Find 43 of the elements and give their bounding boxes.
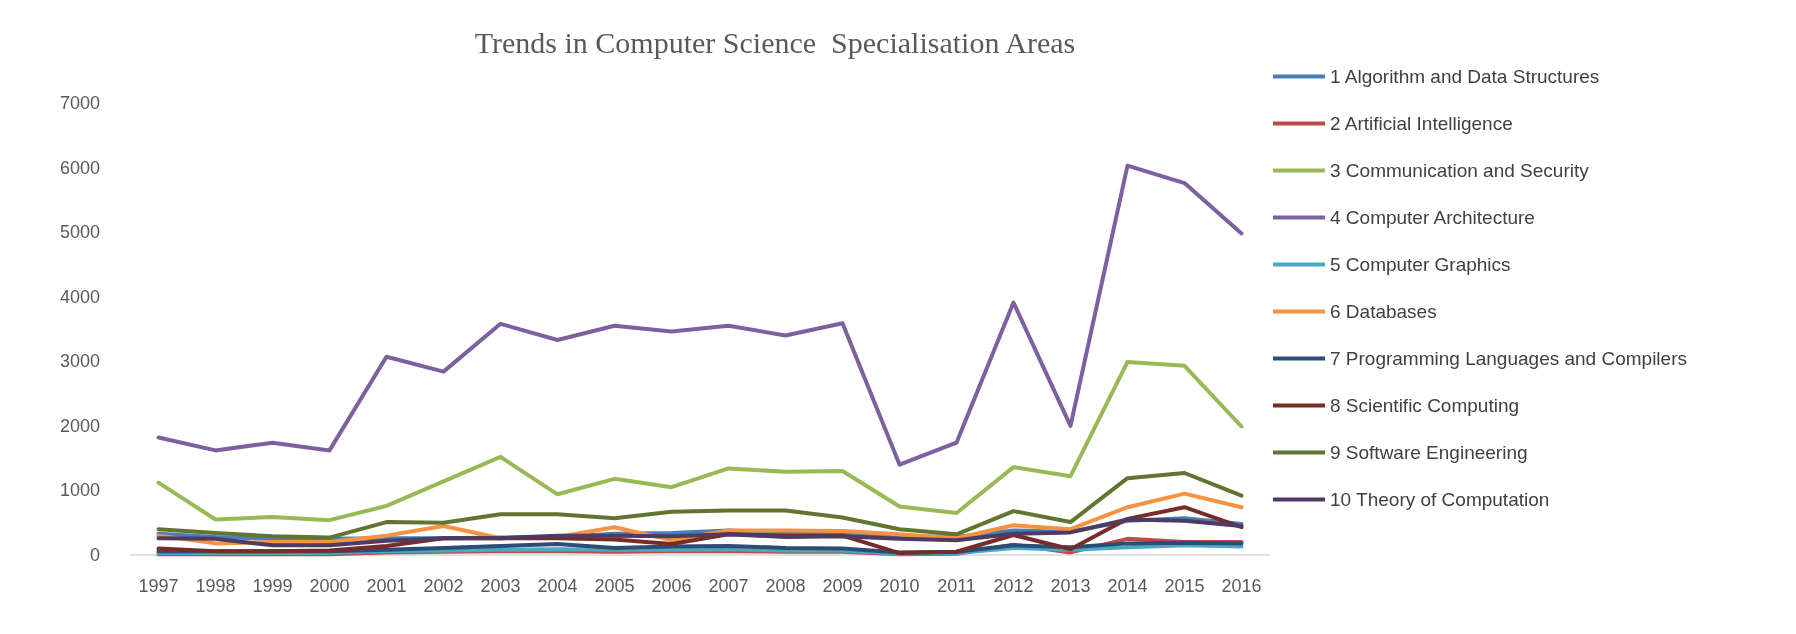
x-tick-label: 2014 <box>1107 576 1148 596</box>
x-tick-label: 2007 <box>708 576 749 596</box>
x-tick-label: 2016 <box>1221 576 1262 596</box>
legend-label: 6 Databases <box>1330 301 1437 322</box>
y-tick-label: 6000 <box>59 157 100 178</box>
y-tick-label: 7000 <box>59 93 100 113</box>
legend-label: 9 Software Engineering <box>1330 442 1528 463</box>
x-tick-label: 1999 <box>252 576 293 596</box>
legend-label: 3 Communication and Security <box>1330 160 1590 181</box>
legend-label: 10 Theory of Computation <box>1330 489 1550 510</box>
legend-label: 4 Computer Architecture <box>1330 207 1535 228</box>
x-tick-label: 2003 <box>480 576 521 596</box>
y-tick-label: 1000 <box>59 480 100 501</box>
legend-label: 7 Programming Languages and Compilers <box>1330 348 1687 369</box>
x-tick-label: 2002 <box>423 576 464 596</box>
x-tick-label: 1997 <box>138 576 179 596</box>
x-tick-label: 2015 <box>1164 576 1205 596</box>
x-tick-label: 2010 <box>879 576 920 596</box>
x-tick-label: 2000 <box>309 576 350 596</box>
legend-label: 2 Artificial Intelligence <box>1330 113 1513 134</box>
line-series <box>156 163 1244 467</box>
x-tick-label: 2008 <box>765 576 806 596</box>
legend-label: 5 Computer Graphics <box>1330 254 1511 275</box>
x-tick-label: 2009 <box>822 576 863 596</box>
y-tick-label: 0 <box>89 545 100 565</box>
y-tick-label: 3000 <box>59 351 100 372</box>
x-tick-label: 2006 <box>651 576 692 596</box>
legend-label: 1 Algorithm and Data Structures <box>1330 66 1600 87</box>
y-tick-label: 4000 <box>59 286 100 307</box>
y-tick-label: 5000 <box>59 222 100 243</box>
x-tick-label: 2011 <box>937 576 976 596</box>
y-tick-label: 2000 <box>59 415 100 436</box>
x-tick-label: 2012 <box>993 576 1034 596</box>
line-series <box>156 470 1244 540</box>
chart-title: Trends in Computer Science Specialisation Areas <box>474 25 1076 59</box>
line-series <box>156 517 1244 548</box>
x-tick-label: 2013 <box>1050 576 1091 596</box>
line-series <box>156 359 1244 523</box>
x-tick-label: 2004 <box>537 576 578 596</box>
x-tick-label: 2005 <box>594 576 635 596</box>
x-tick-label: 1998 <box>195 576 236 596</box>
x-tick-label: 2001 <box>366 576 407 596</box>
legend-label: 8 Scientific Computing <box>1330 395 1520 416</box>
